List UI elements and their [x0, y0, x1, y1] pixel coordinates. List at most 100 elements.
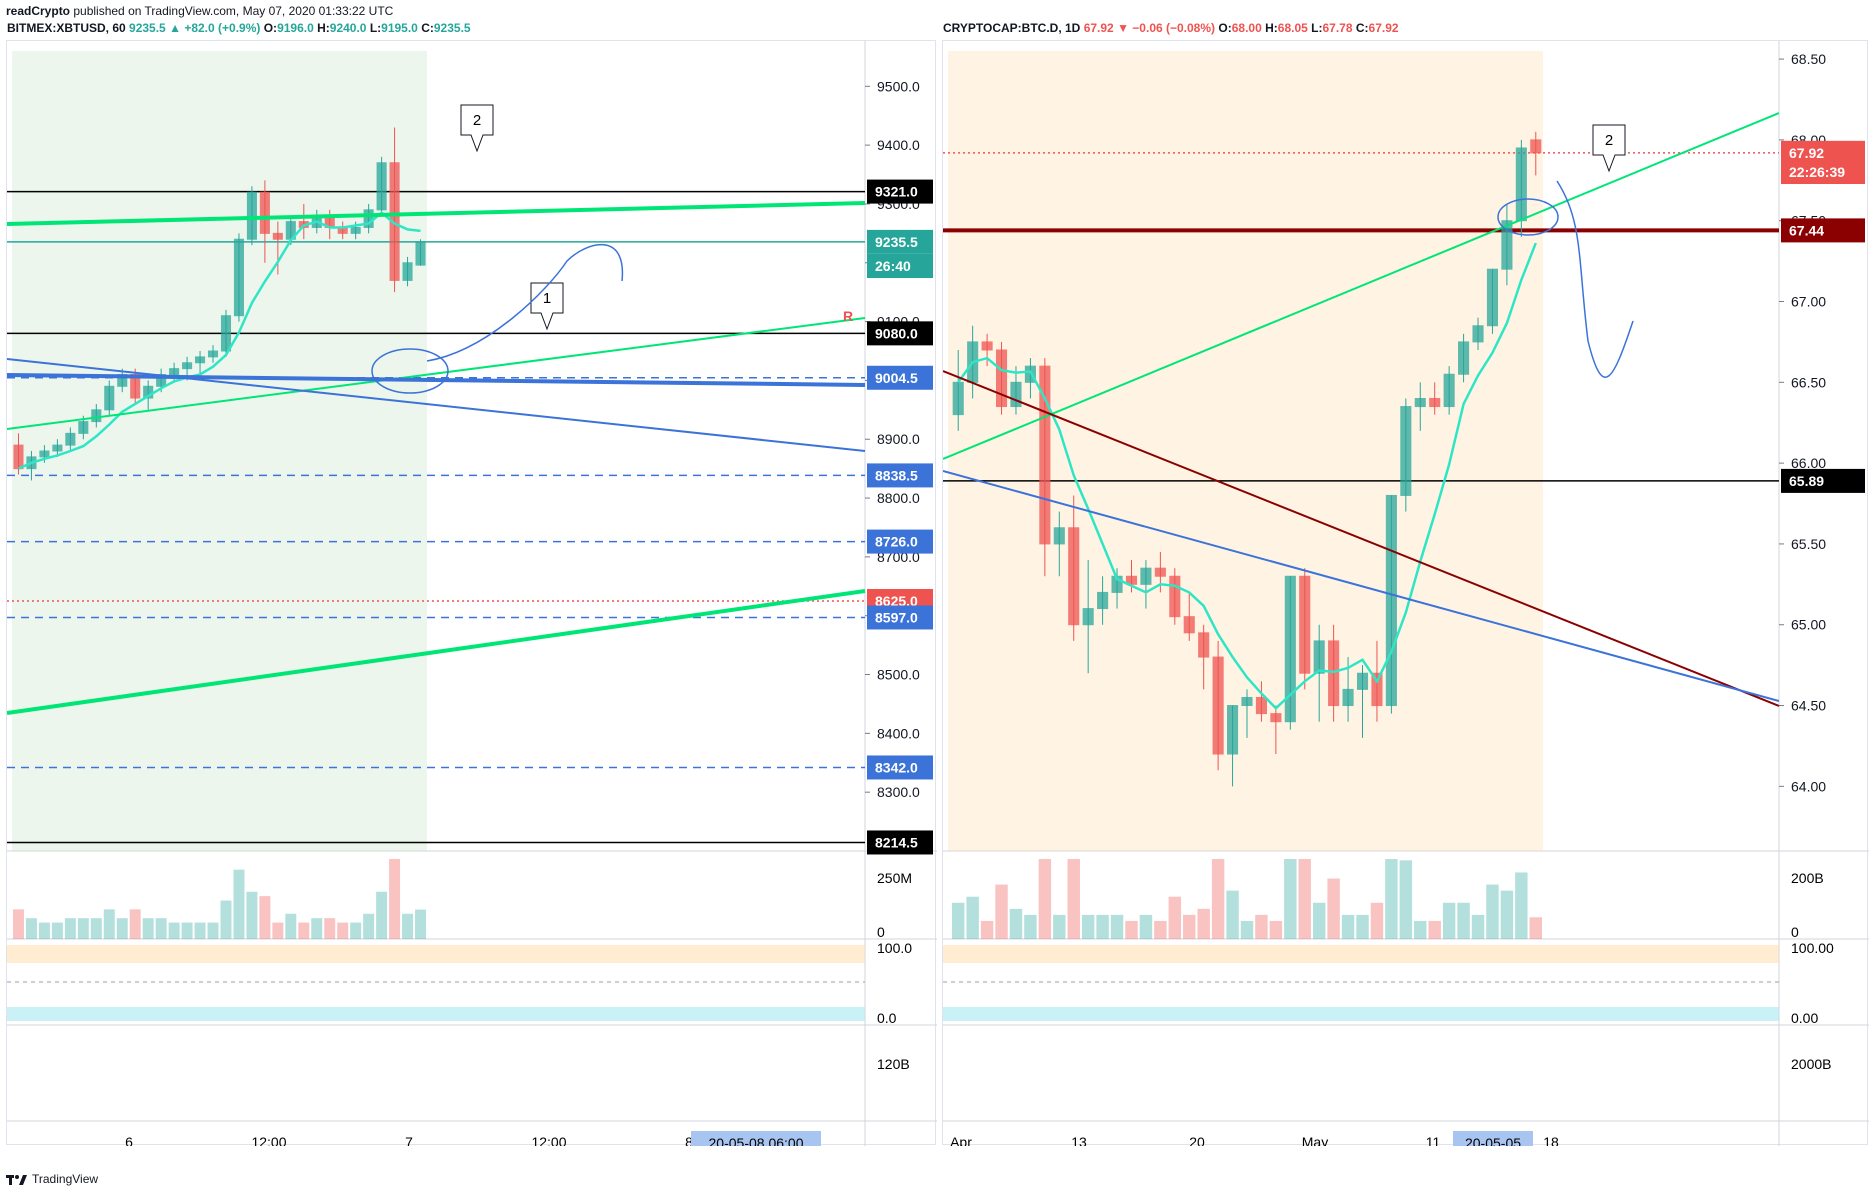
moving-average-line [957, 242, 1537, 710]
volume-bar [1341, 914, 1355, 939]
volume-bar [966, 896, 979, 939]
y-tick-label: 8800.0 [877, 490, 920, 506]
volume-bar [1399, 860, 1413, 939]
volume-bar [389, 859, 401, 939]
volume-bar [220, 900, 232, 939]
x-tick-label: 7 [405, 1134, 413, 1146]
volume-tick-label: 250M [877, 870, 912, 886]
candle-body [52, 444, 63, 452]
price-badge-bg [867, 254, 933, 278]
time-badge-label: 20-05-08 06:00 [709, 1135, 804, 1146]
candle-body [1024, 365, 1036, 383]
chart-pane-left[interactable]: BITMEX:XBTUSD, 60 9235.5 ▲ +82.0 (+0.9%)… [6, 21, 937, 1155]
symbol-label: BITMEX:XBTUSD, 60 [7, 21, 126, 35]
candle-body [78, 421, 89, 434]
y-tick-label: 8900.0 [877, 431, 920, 447]
obv-tick-label: 120B [877, 1056, 910, 1072]
trendline-green-lower [6, 589, 866, 715]
volume-bar [194, 922, 206, 939]
candle-body [272, 232, 283, 240]
volume-bar [233, 869, 245, 939]
callout-label: 2 [1605, 132, 1613, 149]
candle-body [1472, 325, 1484, 343]
price-badge-bg [867, 179, 933, 204]
volume-bar [350, 922, 362, 939]
chart-left-svg[interactable]: 9500.09400.09300.09200.09100.09000.08900… [6, 41, 937, 1155]
candle-body [1255, 696, 1267, 715]
price-badge-label: 8214.5 [875, 834, 918, 850]
volume-bar [181, 922, 193, 939]
price-badge-bg [1781, 468, 1865, 493]
volume-bar [1515, 872, 1528, 939]
author-name[interactable]: readCrypto [6, 4, 71, 18]
hand-drawn-arrow [1556, 180, 1634, 378]
volume-bar [90, 918, 102, 939]
candle-body [1400, 406, 1412, 496]
candle-body [1097, 591, 1109, 610]
price-badge-bg [867, 229, 933, 254]
volume-bar [259, 896, 271, 939]
trendline-blue-flat [6, 373, 866, 387]
price-badge-label: 26:40 [875, 258, 911, 274]
y-tick-label: 65.00 [1791, 617, 1826, 633]
candle-body [1198, 632, 1210, 658]
candle-body [350, 226, 361, 234]
chart-right-svg[interactable]: 68.5068.0067.5067.0066.5066.0065.5065.00… [942, 41, 1869, 1155]
chart-pane-right[interactable]: CRYPTOCAP:BTC.D, 1D 67.92 ▼ −0.06 (−0.08… [942, 21, 1869, 1155]
price-badge-label: 65.89 [1789, 473, 1824, 489]
candle-body [1486, 268, 1499, 327]
volume-bar [376, 891, 388, 939]
price-badge-label: 9235.5 [875, 234, 918, 250]
volume-bar [1529, 917, 1542, 939]
candle-body [1053, 527, 1065, 545]
volume-bar [1067, 859, 1080, 939]
volume-bar [415, 909, 426, 939]
x-tick-label: 20 [1189, 1134, 1205, 1146]
volume-bar [1370, 902, 1384, 939]
legend-left: BITMEX:XBTUSD, 60 9235.5 ▲ +82.0 (+0.9%)… [7, 21, 471, 35]
trendline-blue-falling [6, 358, 866, 452]
candle-body [169, 368, 180, 376]
volume-bar [1500, 890, 1514, 939]
volume-bar [1442, 902, 1456, 939]
indicator-cloud [948, 51, 1543, 851]
volume-bar [1240, 920, 1254, 939]
y-tick-label: 8500.0 [877, 667, 920, 683]
price-badge-bg [867, 321, 933, 346]
candle-body [1082, 608, 1094, 626]
candle-body [1515, 147, 1527, 222]
candle-body [1356, 672, 1369, 690]
volume-bar [1125, 920, 1138, 939]
x-tick-label: 11 [1426, 1134, 1441, 1146]
volume-bar [25, 918, 37, 939]
candle-body [1227, 705, 1239, 755]
oscillator-tick-label: 0.00 [1791, 1010, 1818, 1026]
volume-bar [38, 922, 50, 939]
candle-body [1284, 575, 1296, 723]
candle-body [91, 409, 102, 423]
candle-body [1313, 640, 1325, 674]
volume-bar [1312, 902, 1326, 939]
volume-bar [1009, 908, 1023, 939]
volume-bar [1356, 914, 1369, 939]
candle-body [1458, 341, 1470, 375]
footer-brand[interactable]: TradingView [32, 1172, 99, 1186]
candle-body [246, 191, 257, 240]
candle-body [415, 241, 426, 266]
candle-body [1241, 696, 1253, 707]
volume-bar [995, 884, 1008, 939]
price-badge-bg [867, 365, 933, 390]
price-badge-bg [867, 755, 933, 780]
x-tick-label: 8 [685, 1134, 693, 1146]
candle-body [1169, 575, 1181, 618]
trendline-green [942, 112, 1780, 460]
moving-average-line [17, 211, 421, 470]
y-tick-label: 68.50 [1791, 51, 1826, 67]
candle-body [104, 385, 115, 411]
oscillator-tick-label: 0.0 [877, 1010, 897, 1026]
volume-bar [1486, 884, 1499, 939]
volume-bar [116, 918, 128, 939]
price-badge-label: 8726.0 [875, 534, 918, 550]
volume-bar [311, 918, 323, 939]
y-tick-label: 8300.0 [877, 784, 920, 800]
